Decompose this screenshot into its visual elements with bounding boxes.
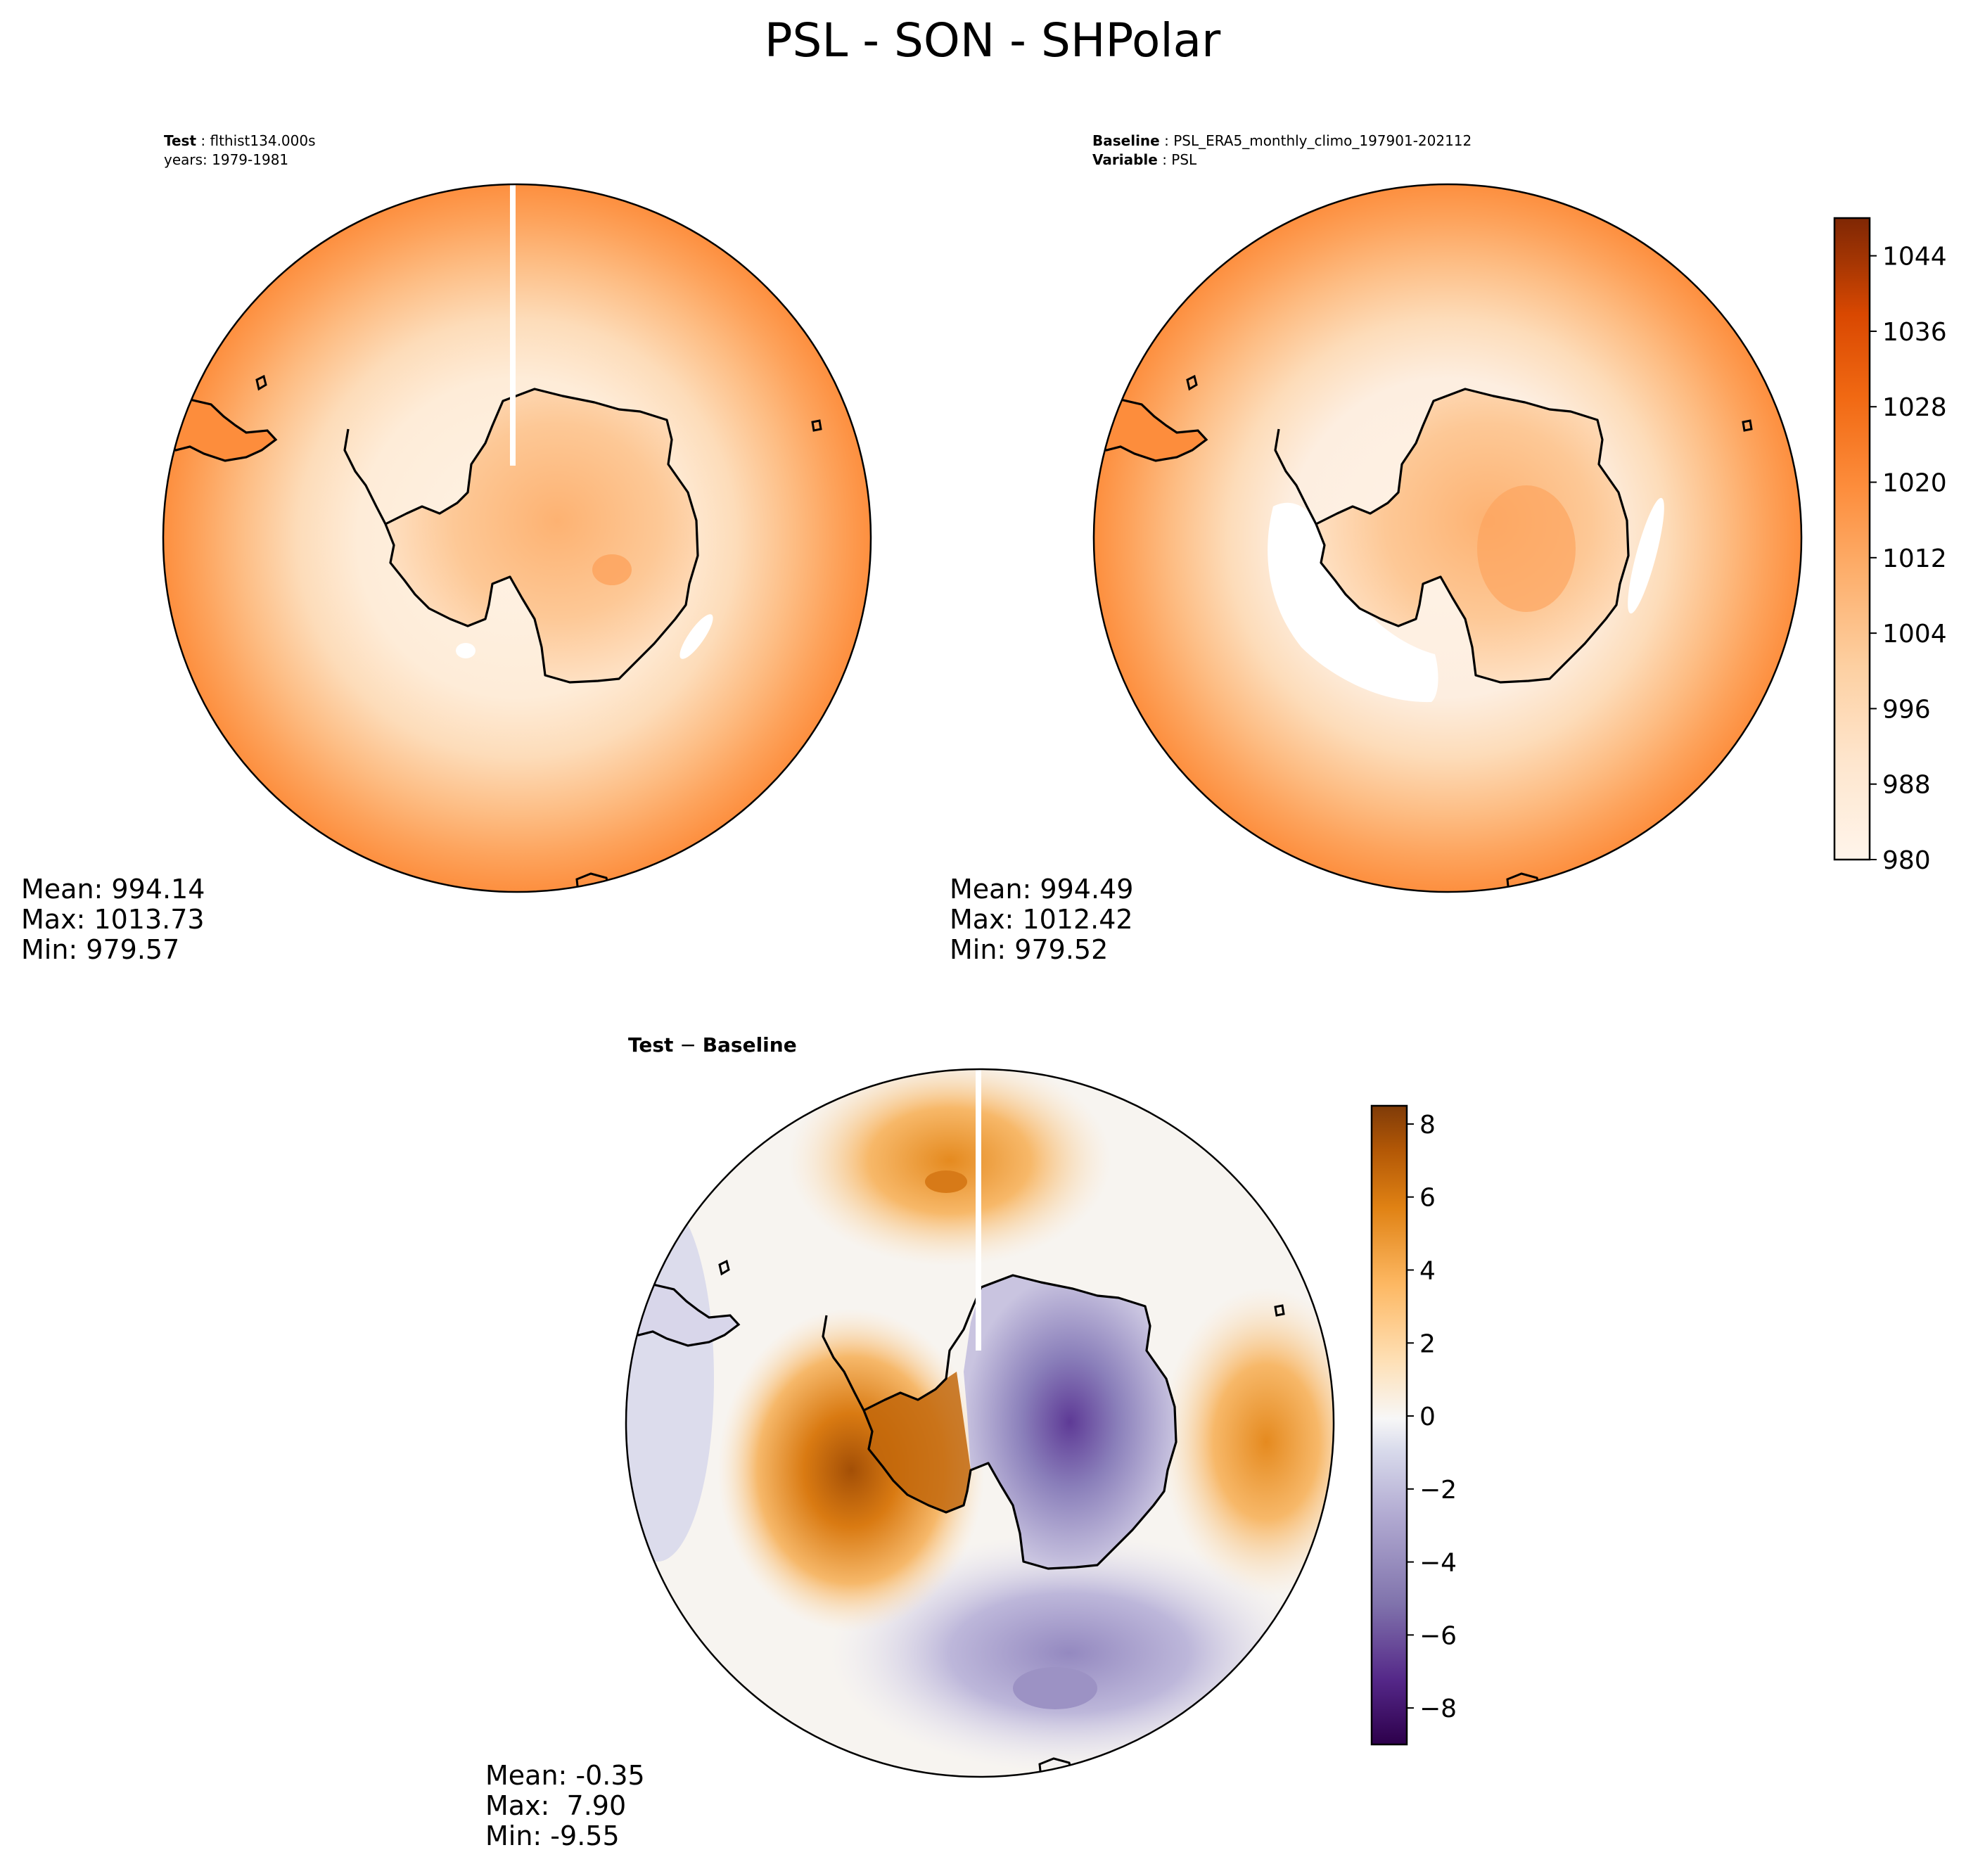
baseline-header-case: PSL_ERA5_monthly_climo_197901-202112 <box>1173 132 1472 149</box>
baseline-colorbar: 980 988 996 1004 1012 1020 1028 1036 1044 <box>1833 217 1947 875</box>
baseline-colorbar-tick-label: 1028 <box>1882 393 1947 422</box>
diff-colorbar-tick-label: 2 <box>1419 1329 1436 1358</box>
diff-colorbar-tick-label: 0 <box>1419 1403 1436 1431</box>
diff-peninsula-high <box>717 1308 985 1632</box>
baseline-colorbar-tick-label: 980 <box>1882 846 1931 875</box>
diff-header-test: Test <box>628 1033 673 1057</box>
test-south-america <box>163 388 278 462</box>
test-antarctica-coast <box>343 388 699 684</box>
diff-north-high <box>788 1069 1111 1266</box>
baseline-colorbar-tick-label: 996 <box>1882 695 1931 724</box>
test-map <box>163 184 871 892</box>
diff-colorbar-tick-label: −2 <box>1419 1476 1457 1505</box>
diff-west-low <box>626 1196 714 1562</box>
baseline-header-line1: Baseline : PSL_ERA5_monthly_climo_197901… <box>1092 132 1472 149</box>
baseline-colorbar-tick-label: 1036 <box>1882 318 1947 347</box>
diff-colorbar-tick-label: 4 <box>1419 1256 1436 1285</box>
diff-stat-min: Min: -9.55 <box>485 1820 620 1851</box>
test-header-colon: : <box>196 132 210 149</box>
baseline-stat-mean: Mean: 994.49 <box>950 874 1133 905</box>
baseline-colorbar-ticks: 980 988 996 1004 1012 1020 1028 1036 1044 <box>1870 243 1947 875</box>
diff-seam <box>976 1069 981 1351</box>
test-map-border <box>162 183 872 893</box>
test-interior-high <box>592 554 632 585</box>
baseline-colorbar-tick-label: 1004 <box>1882 620 1947 649</box>
diff-east-high <box>1161 1287 1334 1597</box>
baseline-map-border <box>1092 183 1803 893</box>
test-header-case: flthist134.000s <box>210 132 315 149</box>
diff-colorbar-tick-label: 6 <box>1419 1184 1436 1213</box>
baseline-antarctica-fill <box>1316 389 1628 682</box>
baseline-header-colon: : <box>1160 132 1173 149</box>
diff-south-america <box>626 1273 741 1347</box>
diff-west-antarctica-high <box>864 1372 971 1512</box>
test-low-blob-west <box>456 643 475 658</box>
test-header-line1: Test : flthist134.000s <box>164 132 316 149</box>
test-stat-min: Min: 979.57 <box>21 934 179 965</box>
baseline-colorbar-tick-label: 1020 <box>1882 469 1947 498</box>
diff-antarctica-coast <box>822 1274 1177 1570</box>
diff-map-border <box>625 1068 1335 1778</box>
diff-colorbar-bar <box>1370 1104 1408 1746</box>
diff-south-core <box>1013 1667 1097 1709</box>
test-stat-mean: Mean: 994.14 <box>21 874 205 905</box>
baseline-colorbar-tick-label: 988 <box>1882 771 1931 800</box>
diff-header-sep: − <box>673 1033 702 1057</box>
baseline-header-colon2: : <box>1158 151 1171 168</box>
diff-east-antarctica-low <box>964 1275 1176 1569</box>
panel-test: Test : flthist134.000s years: 1979-1981 … <box>21 132 872 965</box>
baseline-header-line2: Variable : PSL <box>1092 151 1197 168</box>
diff-colorbar-tick-label: 8 <box>1419 1111 1436 1140</box>
baseline-map <box>1094 184 1801 892</box>
test-antarctica-fill <box>385 389 698 682</box>
diff-header-baseline: Baseline <box>703 1033 797 1057</box>
panel-baseline: Baseline : PSL_ERA5_monthly_climo_197901… <box>950 132 1947 965</box>
diff-stat-max: Max: 7.90 <box>485 1790 626 1821</box>
test-low-blob-east <box>679 614 713 659</box>
baseline-south-america <box>1094 388 1208 462</box>
baseline-header-varlabel: Variable <box>1092 151 1158 168</box>
baseline-stat-max: Max: 1012.42 <box>950 904 1133 935</box>
baseline-stat-min: Min: 979.52 <box>950 934 1108 965</box>
baseline-low-blob-east <box>1628 497 1664 614</box>
baseline-interior-high <box>1477 485 1576 612</box>
diff-map <box>626 1069 1334 1777</box>
diff-colorbar-tick-label: −6 <box>1419 1621 1457 1650</box>
test-header-years: years: 1979-1981 <box>164 151 288 168</box>
test-stat-max: Max: 1013.73 <box>21 904 205 935</box>
baseline-antarctica-coast <box>1274 388 1630 684</box>
diff-stat-mean: Mean: -0.35 <box>485 1760 645 1791</box>
baseline-header-label: Baseline <box>1092 132 1160 149</box>
diff-colorbar: −8 −6 −4 −2 0 2 4 6 8 <box>1370 1104 1457 1746</box>
test-seam <box>510 184 516 466</box>
panel-difference: Test − Baseline Mean: -0.35 Max: 7.90 Mi… <box>485 1033 1457 1851</box>
baseline-header-var: PSL <box>1171 151 1197 168</box>
diff-colorbar-tick-label: −8 <box>1419 1695 1457 1723</box>
diff-colorbar-ticks: −8 −6 −4 −2 0 2 4 6 8 <box>1407 1111 1457 1723</box>
figure-title: PSL - SON - SHPolar <box>765 13 1221 68</box>
diff-north-core <box>925 1170 967 1193</box>
baseline-colorbar-bar <box>1833 217 1871 861</box>
baseline-colorbar-tick-label: 1012 <box>1882 544 1947 573</box>
diff-header: Test − Baseline <box>628 1033 797 1057</box>
diff-colorbar-tick-label: −4 <box>1419 1549 1457 1578</box>
test-header-label: Test <box>164 132 196 149</box>
baseline-colorbar-tick-label: 1044 <box>1882 243 1947 272</box>
